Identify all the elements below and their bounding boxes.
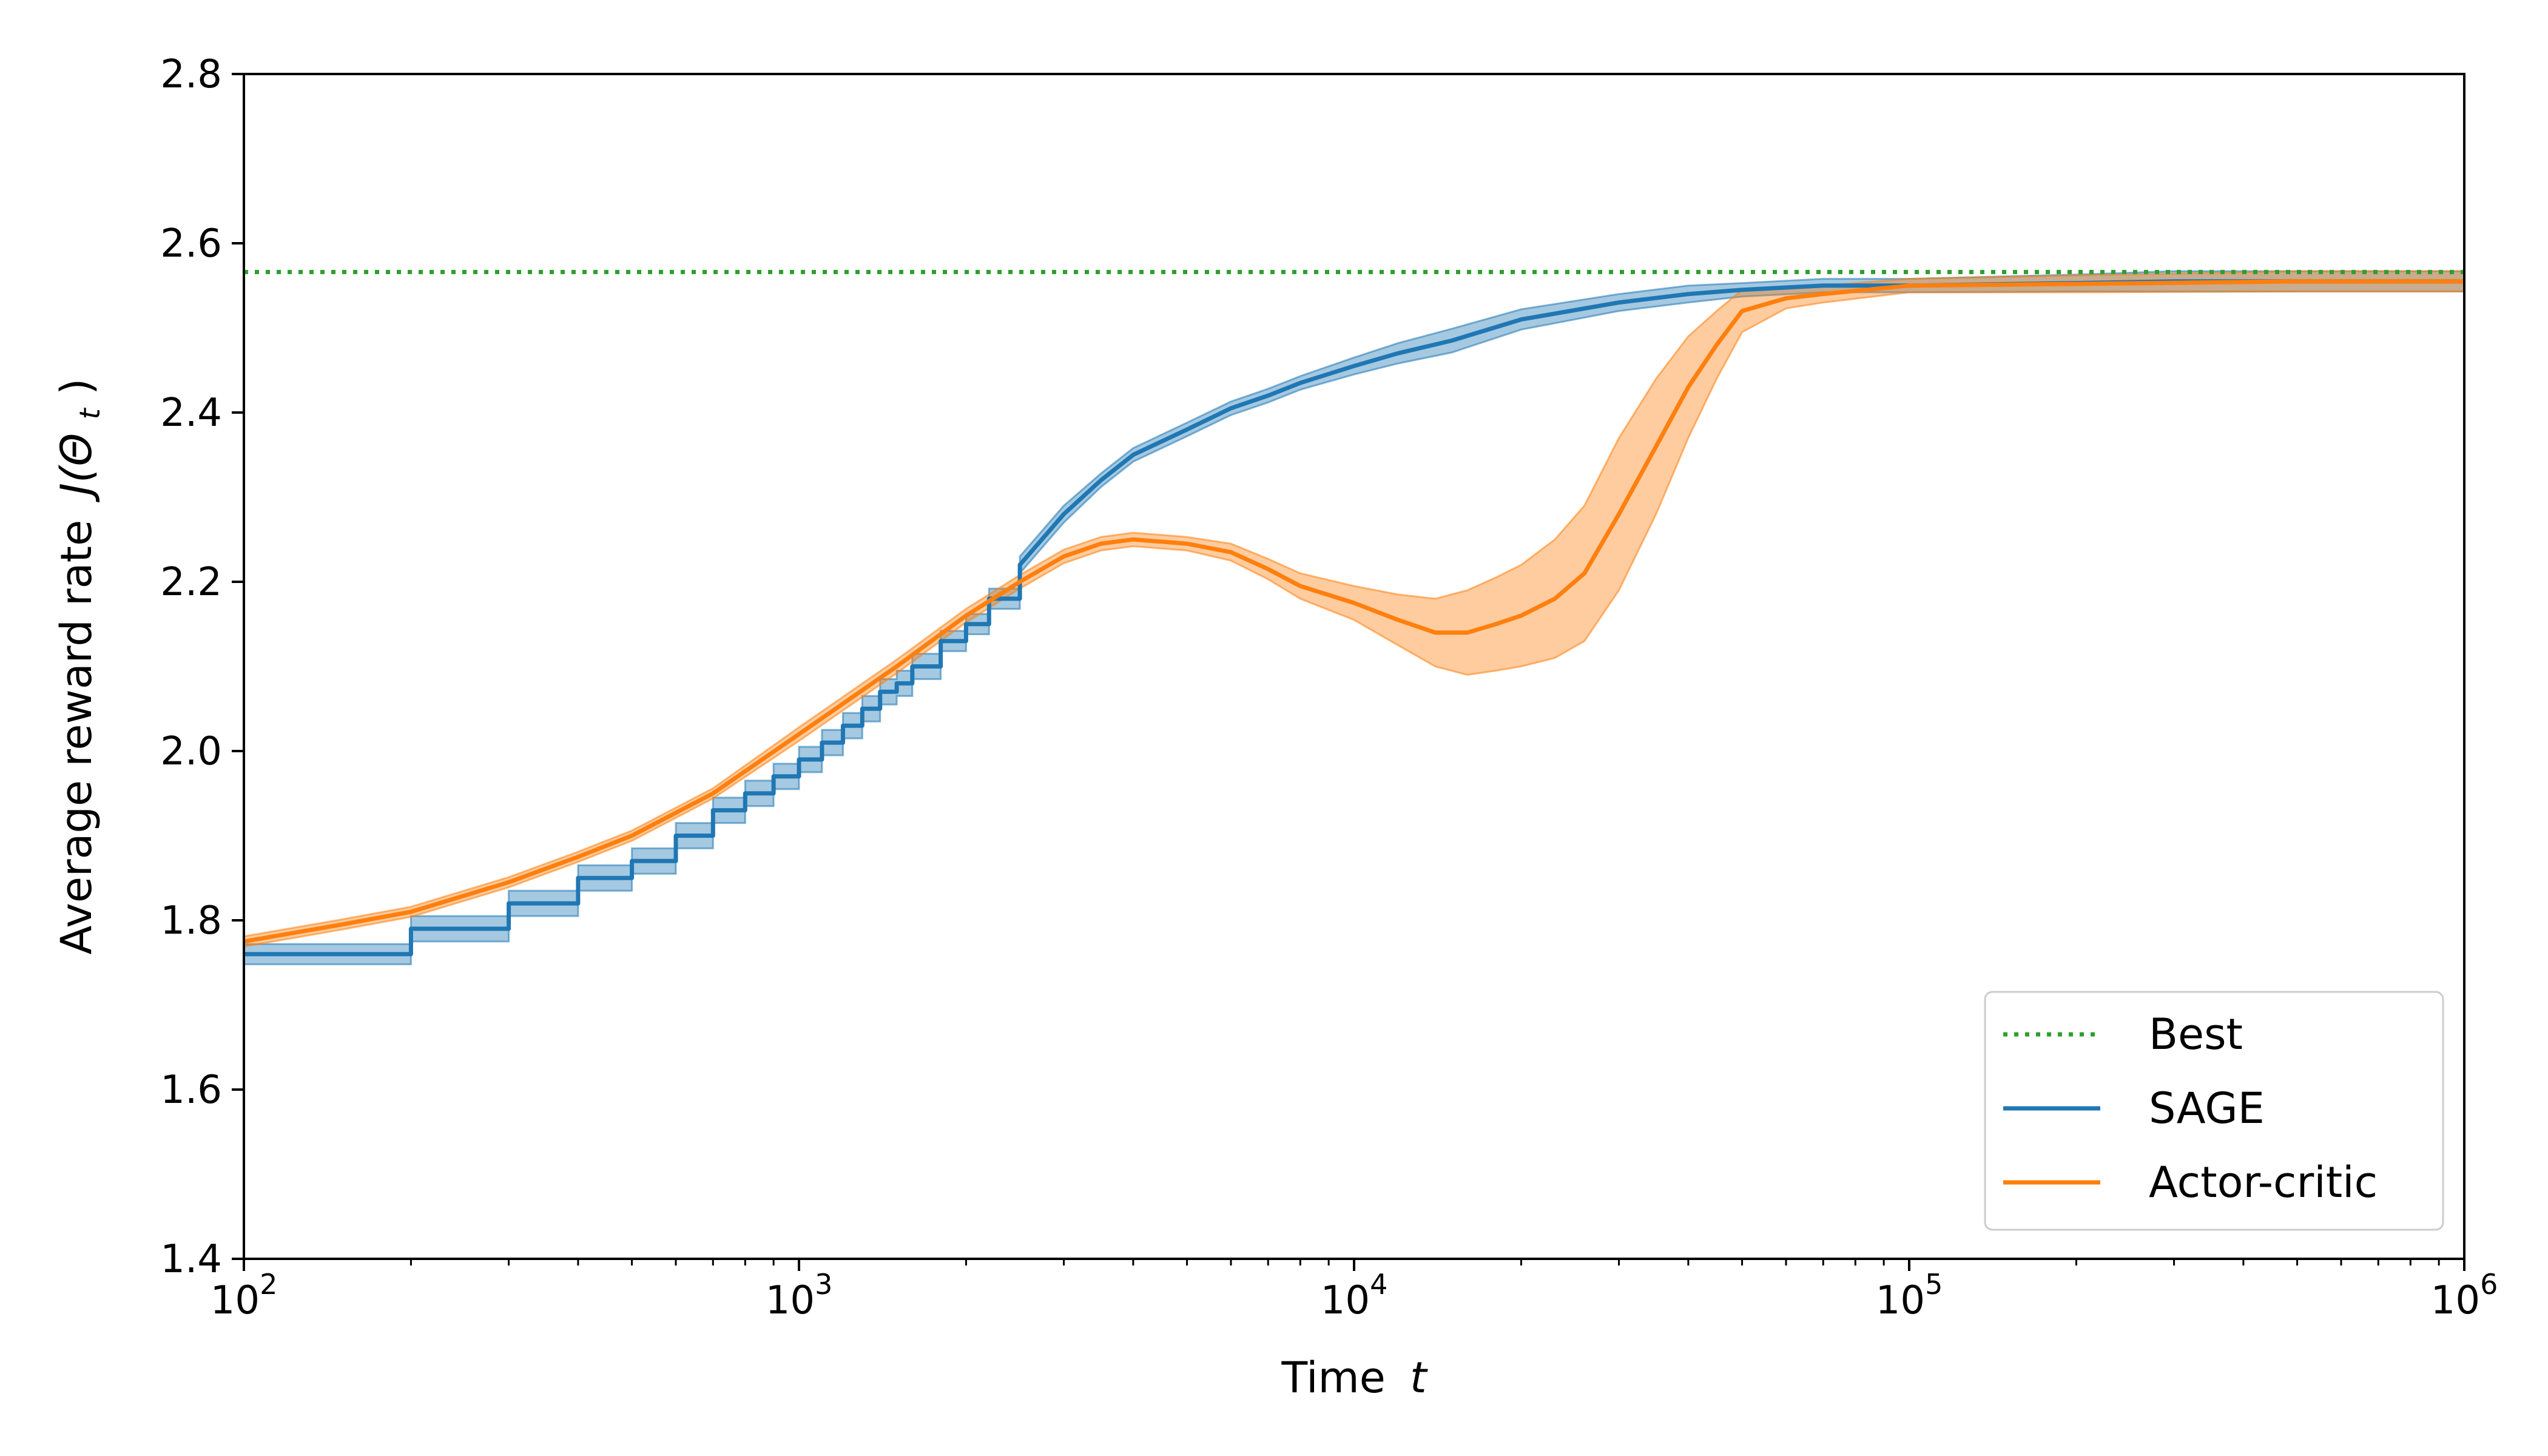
x-axis-ticks: 102 103 104 105 106 [211,1259,2498,1323]
y-tick-label: 1.4 [160,1237,222,1282]
y-tick-label: 2.4 [160,391,222,436]
y-axis-title-text: Average reward rate [52,520,101,955]
y-axis-title: Average reward rate J(Θ t ) [52,379,110,955]
x-tick-exponent: 3 [815,1268,832,1301]
x-axis-title-text: Time [1281,1353,1385,1403]
series-lines [243,269,2464,957]
series-line-sage [244,279,2464,957]
x-tick-exponent: 6 [2480,1268,2498,1301]
x-axis-title-var: t [1410,1353,1428,1403]
x-tick-base: 10 [2431,1278,2480,1323]
y-tick-label: 2.2 [160,560,222,605]
y-axis-ticks: 1.4 1.6 1.8 2.0 2.2 2.4 2.6 2.8 [160,52,244,1282]
x-tick-base: 10 [1876,1278,1925,1323]
legend-label-best: Best [2149,1009,2243,1059]
x-tick-base: 10 [211,1278,260,1323]
y-tick-label: 1.8 [160,898,222,943]
y-axis-title-close: ) [52,379,101,395]
y-axis-title-expr: J(Θ [52,433,101,502]
legend-box [1984,991,2444,1231]
x-tick-base: 10 [766,1278,815,1323]
y-tick-label: 2.6 [160,221,222,266]
x-tick-base: 10 [1321,1278,1370,1323]
x-tick-exponent: 5 [1925,1268,1943,1301]
x-tick-label: 105 [1876,1268,1943,1323]
y-tick-label: 2.0 [160,729,222,774]
legend: Best SAGE Actor-critic [1984,991,2444,1231]
x-tick-label: 103 [766,1268,833,1323]
x-tick-exponent: 4 [1370,1268,1387,1301]
y-tick-label: 2.8 [160,52,222,97]
legend-label-actor-critic: Actor-critic [2149,1158,2378,1207]
x-tick-label: 102 [211,1268,278,1323]
y-axis-title-sub: t [73,407,106,419]
x-axis-title: Time t [1281,1353,1428,1403]
legend-label-sage: SAGE [2149,1084,2265,1133]
x-tick-label: 104 [1321,1268,1388,1323]
y-tick-label: 1.6 [160,1068,222,1113]
x-tick-label: 106 [2431,1268,2498,1323]
x-tick-exponent: 2 [260,1268,277,1301]
series-line-actor-critic [243,279,2464,944]
